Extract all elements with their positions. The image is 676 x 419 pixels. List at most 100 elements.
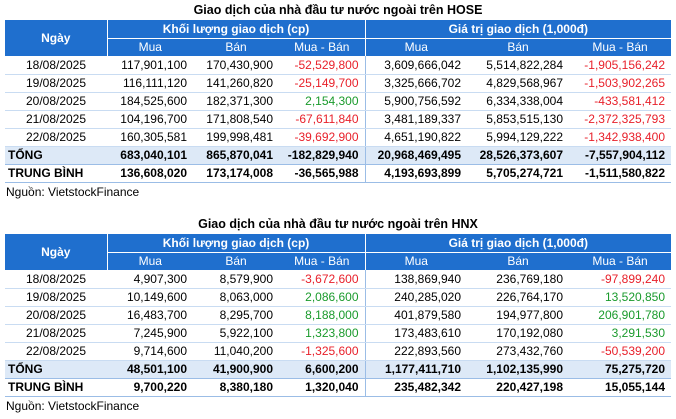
value-buy-cell: 1,177,411,710 bbox=[365, 360, 468, 379]
volume-net-cell: 2,154,300 bbox=[279, 92, 366, 111]
volume-buy-cell: 16,483,700 bbox=[107, 306, 193, 325]
value-buy-cell: 235,482,342 bbox=[365, 378, 468, 397]
header-date: Ngày bbox=[5, 20, 108, 56]
volume-net-cell: 2,086,600 bbox=[279, 288, 366, 307]
header-value-group: Giá trị giao dịch (1,000đ) bbox=[365, 20, 672, 39]
volume-net-cell: -3,672,600 bbox=[279, 270, 366, 289]
volume-net-cell: 6,600,200 bbox=[279, 360, 366, 379]
volume-sell-cell: 8,295,700 bbox=[193, 306, 279, 325]
header-volume-sell: Bán bbox=[193, 252, 279, 270]
value-buy-cell: 20,968,469,495 bbox=[365, 146, 468, 165]
header-value-buy: Mua bbox=[365, 252, 468, 270]
header-value-sell: Bán bbox=[467, 38, 570, 56]
value-sell-cell: 28,526,373,607 bbox=[467, 146, 570, 165]
hnx-table: Ngày Khối lượng giao dịch (cp) Giá trị g… bbox=[5, 234, 672, 397]
volume-sell-cell: 8,063,000 bbox=[193, 288, 279, 307]
header-volume-net: Mua - Bán bbox=[279, 252, 366, 270]
volume-sell-cell: 182,371,300 bbox=[193, 92, 279, 111]
volume-buy-cell: 48,501,100 bbox=[107, 360, 193, 379]
value-sell-cell: 6,334,338,004 bbox=[467, 92, 570, 111]
hose-table: Ngày Khối lượng giao dịch (cp) Giá trị g… bbox=[5, 20, 672, 183]
value-net-cell: 15,055,144 bbox=[569, 378, 672, 397]
row-label-cell: TỔNG bbox=[5, 146, 107, 165]
date-cell: 22/08/2025 bbox=[5, 342, 107, 361]
value-net-cell: 13,520,850 bbox=[569, 288, 672, 307]
hnx-source: Nguồn: VietstockFinance bbox=[6, 398, 140, 413]
volume-buy-cell: 4,907,300 bbox=[107, 270, 193, 289]
table-row: 22/08/2025 160,305,581 199,998,481 -39,692,… bbox=[5, 128, 672, 147]
volume-sell-cell: 170,430,900 bbox=[193, 56, 279, 75]
hose-title: Giao dịch của nhà đầu tư nước ngoài trên… bbox=[193, 3, 483, 17]
hose-section: Giao dịch của nhà đầu tư nước ngoài trên… bbox=[5, 0, 672, 201]
header-value-buy: Mua bbox=[365, 38, 468, 56]
volume-sell-cell: 141,260,820 bbox=[193, 74, 279, 93]
date-cell: 19/08/2025 bbox=[5, 74, 107, 93]
total-row: TỔNG 48,501,100 41,900,900 6,600,200 1,177,4… bbox=[5, 360, 672, 379]
date-cell: 20/08/2025 bbox=[5, 306, 107, 325]
value-buy-cell: 3,481,189,337 bbox=[365, 110, 468, 129]
volume-sell-cell: 199,998,481 bbox=[193, 128, 279, 147]
value-buy-cell: 4,651,190,822 bbox=[365, 128, 468, 147]
header-volume-buy: Mua bbox=[107, 38, 193, 56]
value-sell-cell: 170,192,080 bbox=[467, 324, 570, 343]
table-row: 20/08/2025 184,525,600 182,371,300 2,154,30… bbox=[5, 92, 672, 111]
hnx-title: Giao dịch của nhà đầu tư nước ngoài trên… bbox=[198, 217, 478, 231]
volume-buy-cell: 116,111,120 bbox=[107, 74, 193, 93]
volume-buy-cell: 184,525,600 bbox=[107, 92, 193, 111]
value-net-cell: -7,557,904,112 bbox=[569, 146, 672, 165]
value-sell-cell: 1,102,135,990 bbox=[467, 360, 570, 379]
volume-net-cell: -36,565,988 bbox=[279, 164, 366, 183]
total-row: TỔNG 683,040,101 865,870,041 -182,829,940 20… bbox=[5, 146, 672, 165]
table-row: 22/08/2025 9,714,600 11,040,200 -1,325,600 2… bbox=[5, 342, 672, 361]
row-label-cell: TỔNG bbox=[5, 360, 107, 379]
volume-net-cell: -39,692,900 bbox=[279, 128, 366, 147]
volume-net-cell: 1,320,040 bbox=[279, 378, 366, 397]
value-net-cell: -1,905,156,242 bbox=[569, 56, 672, 75]
volume-buy-cell: 160,305,581 bbox=[107, 128, 193, 147]
value-net-cell: -50,539,200 bbox=[569, 342, 672, 361]
table-row: 20/08/2025 16,483,700 8,295,700 8,188,000 40… bbox=[5, 306, 672, 325]
volume-buy-cell: 7,245,900 bbox=[107, 324, 193, 343]
volume-buy-cell: 10,149,600 bbox=[107, 288, 193, 307]
date-cell: 21/08/2025 bbox=[5, 110, 107, 129]
header-volume-group: Khối lượng giao dịch (cp) bbox=[107, 20, 366, 39]
date-cell: 20/08/2025 bbox=[5, 92, 107, 111]
volume-net-cell: 8,188,000 bbox=[279, 306, 366, 325]
value-sell-cell: 194,977,800 bbox=[467, 306, 570, 325]
hose-source: Nguồn: VietstockFinance bbox=[6, 184, 140, 199]
value-net-cell: 3,291,530 bbox=[569, 324, 672, 343]
volume-net-cell: -25,149,700 bbox=[279, 74, 366, 93]
header-volume-buy: Mua bbox=[107, 252, 193, 270]
value-sell-cell: 5,705,274,721 bbox=[467, 164, 570, 183]
value-buy-cell: 138,869,940 bbox=[365, 270, 468, 289]
row-label-cell: TRUNG BÌNH bbox=[5, 164, 107, 183]
value-net-cell: -97,899,240 bbox=[569, 270, 672, 289]
volume-buy-cell: 104,196,700 bbox=[107, 110, 193, 129]
date-cell: 22/08/2025 bbox=[5, 128, 107, 147]
value-sell-cell: 5,994,129,222 bbox=[467, 128, 570, 147]
value-buy-cell: 240,285,020 bbox=[365, 288, 468, 307]
volume-net-cell: -1,325,600 bbox=[279, 342, 366, 361]
value-buy-cell: 173,483,610 bbox=[365, 324, 468, 343]
volume-sell-cell: 171,808,540 bbox=[193, 110, 279, 129]
value-buy-cell: 3,325,666,702 bbox=[365, 74, 468, 93]
hose-table-body: 18/08/2025 117,901,100 170,430,900 -52,529,… bbox=[5, 56, 672, 183]
value-net-cell: -1,511,580,822 bbox=[569, 164, 672, 183]
header-value-group: Giá trị giao dịch (1,000đ) bbox=[365, 234, 672, 253]
volume-sell-cell: 41,900,900 bbox=[193, 360, 279, 379]
volume-sell-cell: 5,922,100 bbox=[193, 324, 279, 343]
value-net-cell: -433,581,412 bbox=[569, 92, 672, 111]
average-row: TRUNG BÌNH 9,700,220 8,380,180 1,320,040 235… bbox=[5, 378, 672, 397]
value-buy-cell: 401,879,580 bbox=[365, 306, 468, 325]
value-buy-cell: 3,609,666,042 bbox=[365, 56, 468, 75]
hnx-table-body: 18/08/2025 4,907,300 8,579,900 -3,672,600 13… bbox=[5, 270, 672, 397]
table-row: 19/08/2025 116,111,120 141,260,820 -25,149,… bbox=[5, 74, 672, 93]
date-cell: 18/08/2025 bbox=[5, 56, 107, 75]
volume-net-cell: 1,323,800 bbox=[279, 324, 366, 343]
volume-sell-cell: 11,040,200 bbox=[193, 342, 279, 361]
hnx-section: Giao dịch của nhà đầu tư nước ngoài trên… bbox=[5, 214, 672, 415]
value-net-cell: 75,275,720 bbox=[569, 360, 672, 379]
value-net-cell: 206,901,780 bbox=[569, 306, 672, 325]
average-row: TRUNG BÌNH 136,608,020 173,174,008 -36,565,… bbox=[5, 164, 672, 183]
value-buy-cell: 222,893,560 bbox=[365, 342, 468, 361]
